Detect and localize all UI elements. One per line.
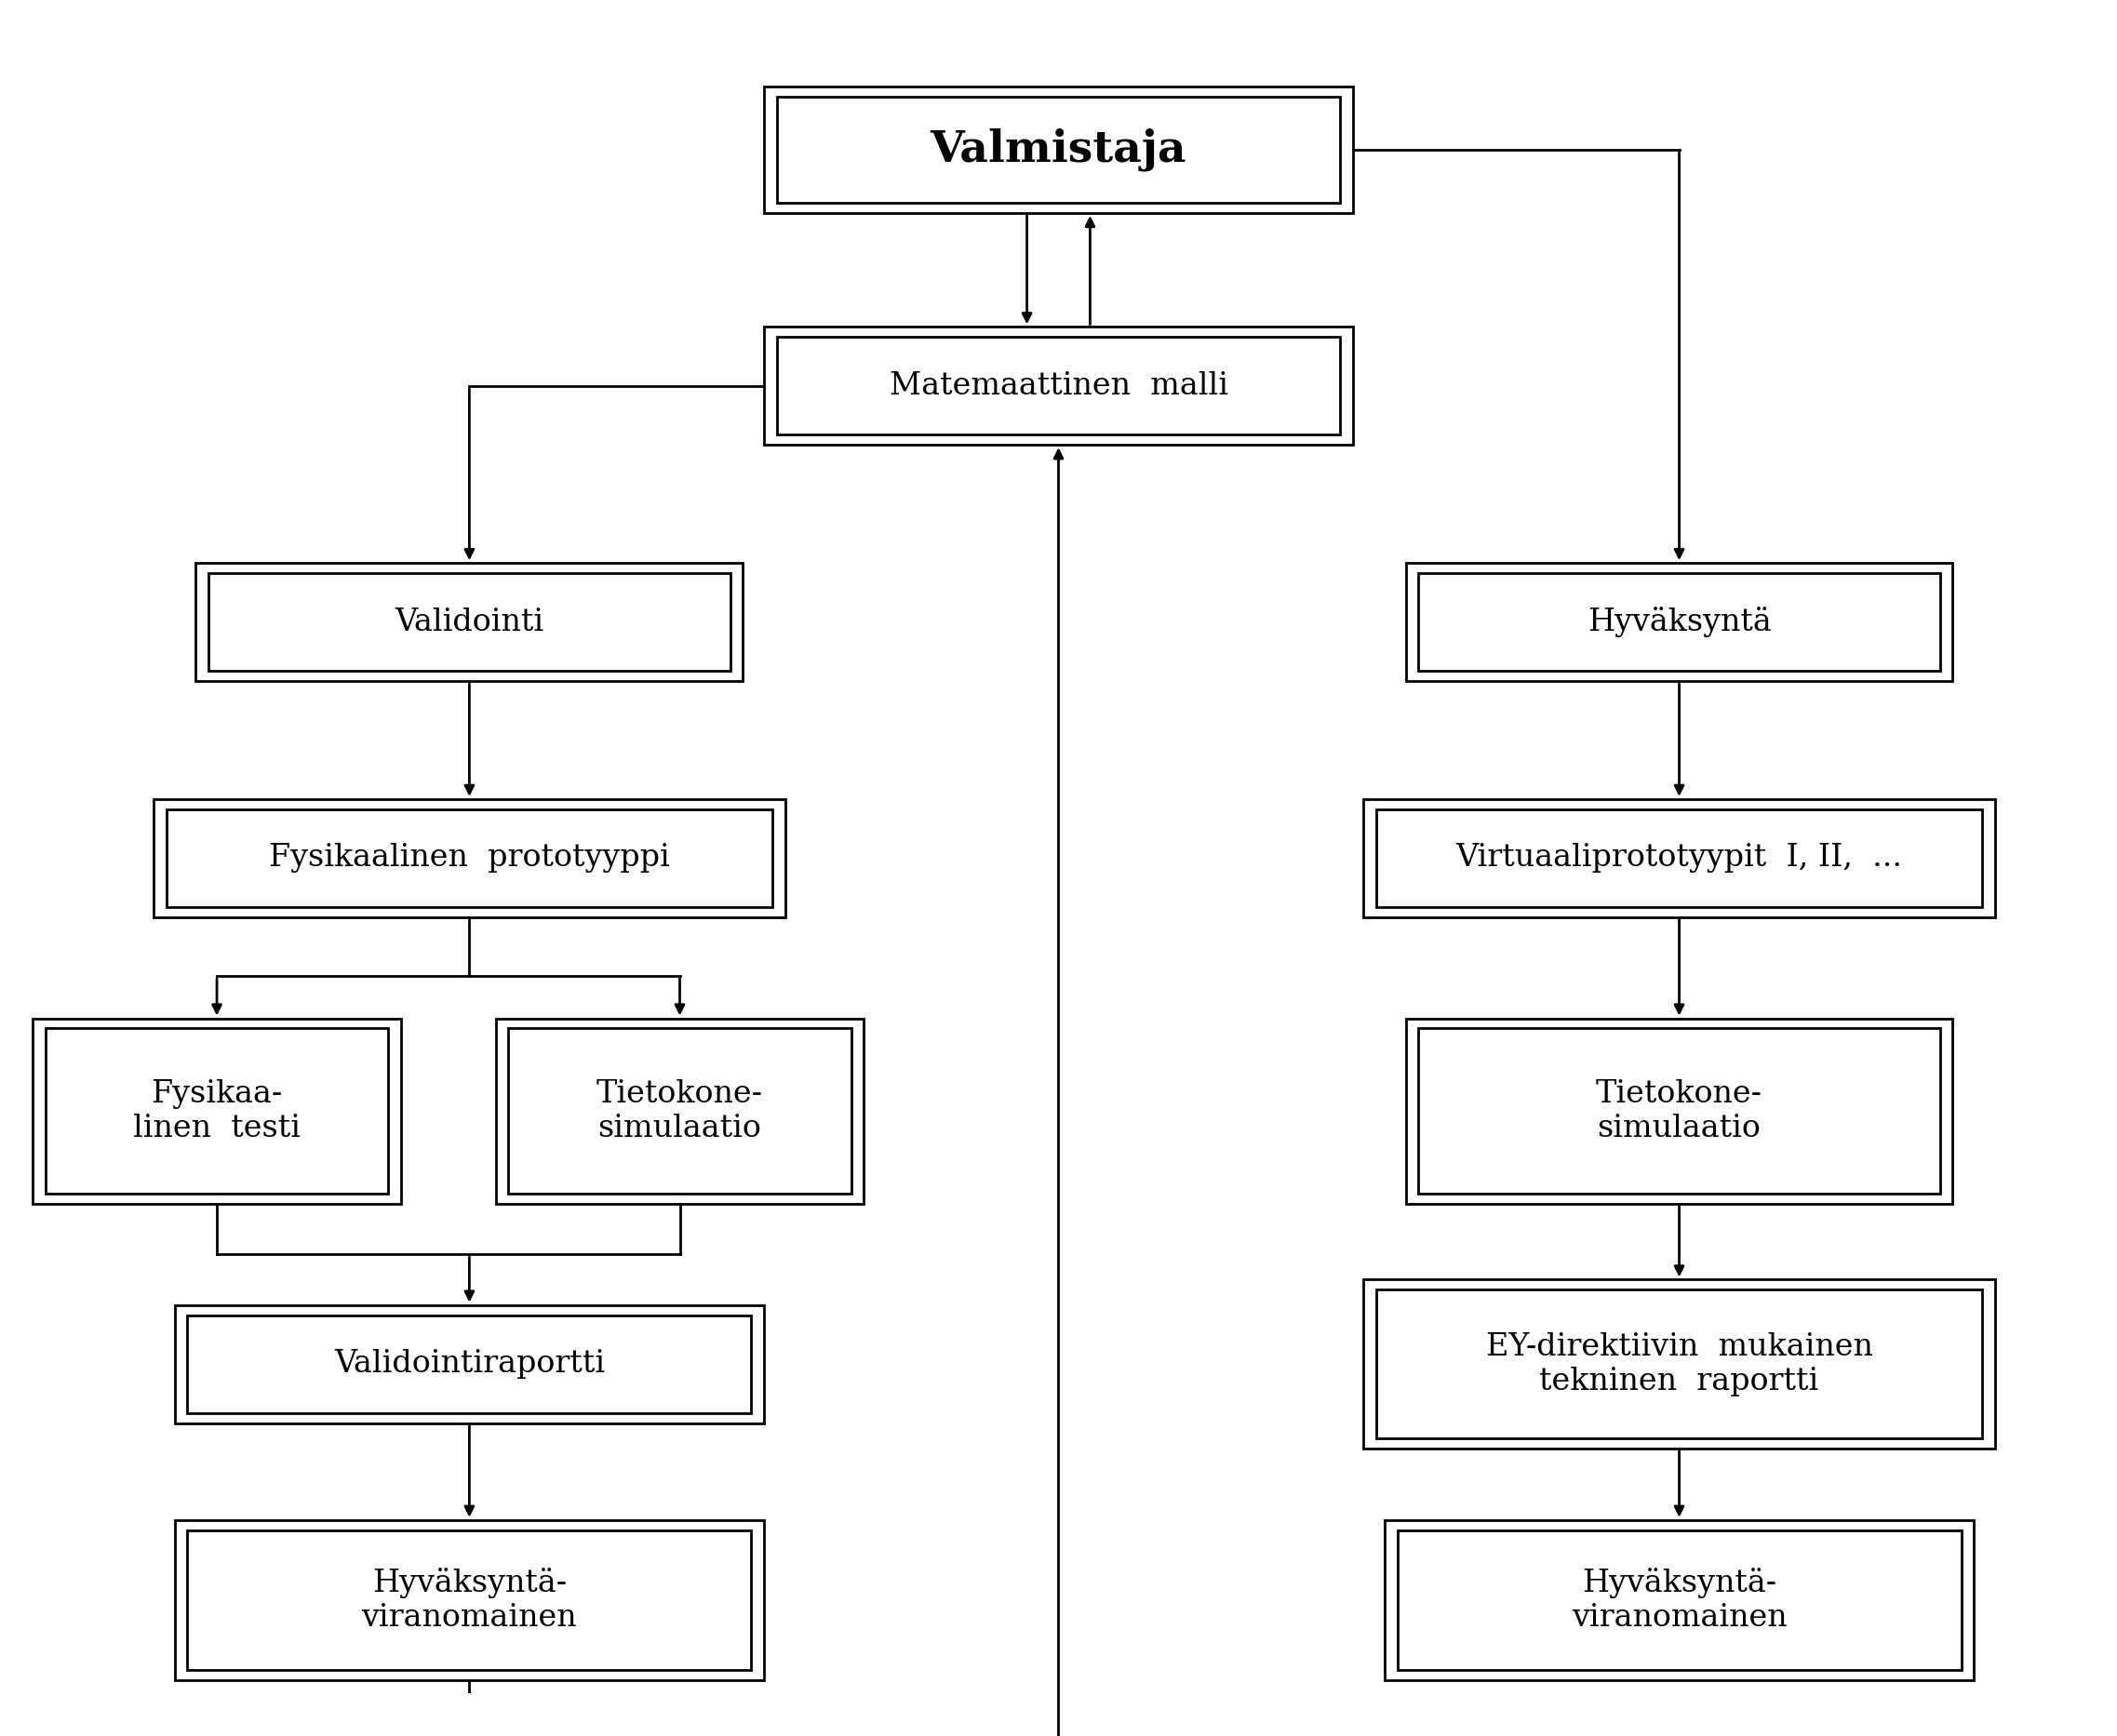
Bar xyxy=(1406,1019,1952,1203)
Text: Matemaattinen  malli: Matemaattinen malli xyxy=(889,372,1228,401)
Bar xyxy=(1376,809,1982,906)
Bar xyxy=(508,1028,851,1194)
Text: Validointi: Validointi xyxy=(396,608,544,637)
Bar xyxy=(207,573,730,670)
Text: Tietokone-
simulaatio: Tietokone- simulaatio xyxy=(1596,1078,1763,1142)
Text: Validointiraportti: Validointiraportti xyxy=(334,1349,605,1378)
Bar xyxy=(176,1521,764,1680)
Text: Hyväksyntä: Hyväksyntä xyxy=(1588,606,1772,637)
Text: Fysikaa-
linen  testi: Fysikaa- linen testi xyxy=(133,1078,301,1142)
Text: Hyväksyntä-
viranomainen: Hyväksyntä- viranomainen xyxy=(362,1568,578,1632)
Bar xyxy=(764,87,1353,214)
Bar xyxy=(176,1305,764,1424)
Bar xyxy=(1376,1290,1982,1437)
Text: Fysikaalinen  prototyyppi: Fysikaalinen prototyyppi xyxy=(269,844,669,873)
Bar xyxy=(197,562,743,681)
Text: Hyväksyntä-
viranomainen: Hyväksyntä- viranomainen xyxy=(1571,1568,1787,1632)
Text: Tietokone-
simulaatio: Tietokone- simulaatio xyxy=(597,1078,762,1142)
Bar xyxy=(1385,1521,1973,1680)
Bar xyxy=(155,799,785,917)
Bar xyxy=(1406,562,1952,681)
Bar xyxy=(167,809,773,906)
Bar xyxy=(495,1019,864,1203)
Bar xyxy=(32,1019,400,1203)
Bar xyxy=(1418,573,1939,670)
Bar xyxy=(777,337,1340,434)
Bar xyxy=(1397,1529,1960,1670)
Bar xyxy=(188,1529,752,1670)
Bar xyxy=(188,1316,752,1413)
Text: Valmistaja: Valmistaja xyxy=(929,128,1188,172)
Bar xyxy=(1418,1028,1939,1194)
Text: Virtuaaliprototyypit  I, II,  ...: Virtuaaliprototyypit I, II, ... xyxy=(1456,844,1903,873)
Bar xyxy=(764,326,1353,444)
Bar xyxy=(1363,1279,1994,1448)
Bar xyxy=(777,97,1340,203)
Bar xyxy=(44,1028,387,1194)
Bar xyxy=(1363,799,1994,917)
Text: EY-direktiivin  mukainen
tekninen  raportti: EY-direktiivin mukainen tekninen raportt… xyxy=(1486,1332,1874,1396)
